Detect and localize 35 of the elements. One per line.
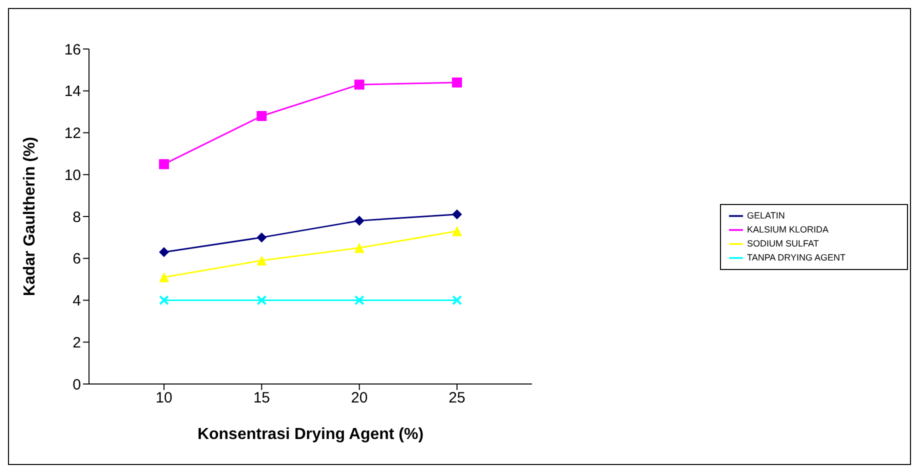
- y-tick-label: 12: [64, 125, 81, 142]
- legend-label: SODIUM SULFAT: [747, 238, 819, 248]
- point: [159, 159, 169, 170]
- legend-label: KALSIUM KLORIDA: [747, 224, 829, 234]
- y-tick-label: 14: [64, 83, 81, 100]
- y-tick-label: 0: [72, 376, 81, 394]
- point: [354, 216, 364, 226]
- y-tick-label: 4: [72, 292, 81, 310]
- point: [256, 295, 267, 306]
- x-tick-label: 15: [253, 390, 270, 407]
- point: [354, 295, 364, 306]
- point: [452, 226, 462, 236]
- point: [159, 295, 169, 306]
- y-axis-title: Kadar Gaultherin (%): [22, 136, 39, 296]
- point: [256, 232, 267, 242]
- point: [354, 242, 364, 253]
- point: [159, 272, 169, 282]
- y-tick-label: 16: [64, 41, 81, 58]
- y-tick-label: 6: [72, 250, 81, 268]
- point: [354, 80, 364, 90]
- point: [452, 209, 462, 220]
- point: [452, 78, 462, 88]
- x-tick-label: 10: [156, 390, 172, 407]
- point: [256, 255, 267, 266]
- y-tick-label: 10: [64, 166, 81, 184]
- point: [159, 247, 169, 258]
- point: [256, 111, 267, 121]
- x-axis-title: Konsentrasi Drying Agent (%): [197, 426, 424, 443]
- legend-label: GELATIN: [747, 210, 785, 220]
- y-tick-label: 2: [72, 334, 81, 352]
- point: [452, 295, 462, 306]
- x-tick-label: 25: [448, 390, 466, 407]
- legend-label: TANPA DRYING AGENT: [747, 252, 846, 262]
- x-tick-label: 20: [350, 390, 368, 407]
- y-tick-label: 8: [72, 208, 81, 226]
